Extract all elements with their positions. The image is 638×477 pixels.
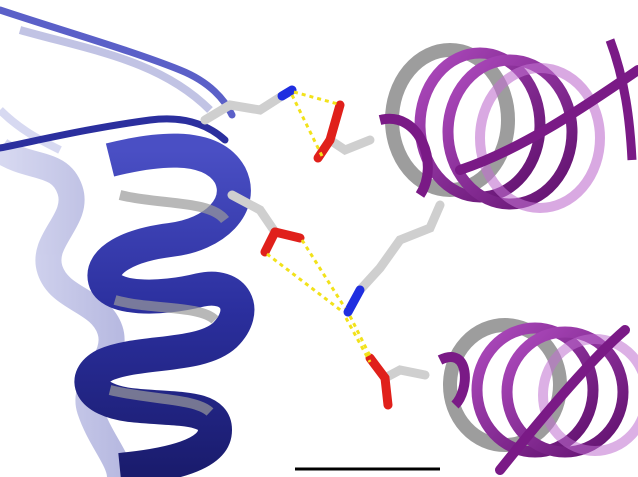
lysine-upper [200, 85, 297, 125]
blue-loop-top [0, 6, 236, 119]
lysine-lower [343, 200, 445, 317]
aspartate-middle [227, 190, 305, 257]
blue-loop-left [0, 115, 229, 152]
purple-alpha-helix-lower [437, 318, 638, 475]
blue-alpha-helix [74, 133, 255, 477]
hydrogen-bonds [266, 90, 372, 363]
purple-alpha-helix-upper [378, 38, 638, 213]
faded-helix-background [0, 26, 213, 477]
glutamate-lower [365, 353, 430, 410]
